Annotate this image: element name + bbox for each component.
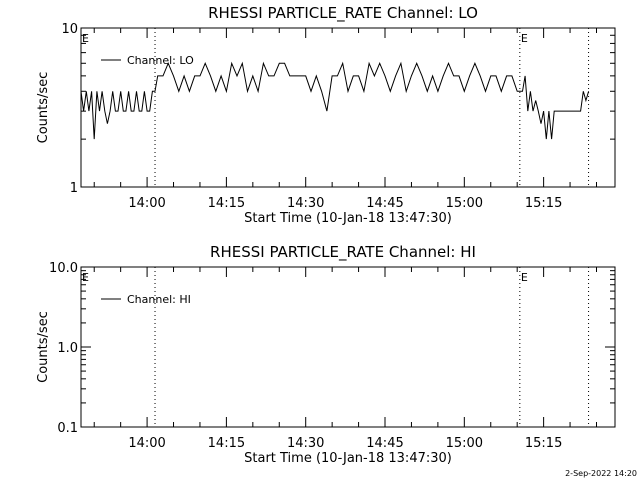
x-tick-label: 15:15 <box>525 196 562 211</box>
x-tick-label: 14:15 <box>208 436 245 451</box>
chart-panel-1: RHESSI PARTICLE_RATE Channel: LO 1 10 Count… <box>36 4 616 226</box>
x-axis-label: Start Time (10-Jan-18 13:47:30) <box>244 211 452 226</box>
chart-panel-2: RHESSI PARTICLE_RATE Channel: HI 0.1 1.0 10… <box>36 243 616 466</box>
x-tick-label: 15:15 <box>525 436 562 451</box>
x-tick-label: 14:45 <box>366 436 403 451</box>
legend-entry: Channel: HI <box>127 293 191 306</box>
x-tick-label: 14:30 <box>287 436 324 451</box>
plot-frame <box>80 266 616 428</box>
series-line-1 <box>80 61 590 140</box>
x-tick-label: 14:15 <box>208 196 245 211</box>
event-marker-label: E <box>521 32 528 45</box>
x-tick-label: 15:00 <box>446 196 483 211</box>
y-axis-label: Counts/sec <box>36 311 51 383</box>
x-tick-label: 14:00 <box>128 436 165 451</box>
x-tick-label: 14:00 <box>128 196 165 211</box>
event-marker-label: E <box>521 271 528 284</box>
y-tick-label: 10 <box>61 22 78 37</box>
x-tick-label: 14:30 <box>287 196 324 211</box>
x-axis-label: Start Time (10-Jan-18 13:47:30) <box>244 451 452 466</box>
event-marker-label: E <box>82 271 89 284</box>
y-tick-label: 0.1 <box>57 421 78 436</box>
y-axis-label: Counts/sec <box>36 72 51 144</box>
x-tick-label: 14:45 <box>366 196 403 211</box>
x-tick-label: 15:00 <box>446 436 483 451</box>
y-tick-label: 10.0 <box>49 261 78 276</box>
y-tick-label: 1 <box>70 181 78 196</box>
chart-title: RHESSI PARTICLE_RATE Channel: HI <box>210 243 476 262</box>
plot-frame <box>80 27 616 188</box>
y-tick-label: 1.0 <box>57 341 78 356</box>
chart-title: RHESSI PARTICLE_RATE Channel: LO <box>208 4 478 23</box>
footer-timestamp: 2-Sep-2022 14:20 <box>565 469 637 478</box>
event-marker-label: E <box>82 32 89 45</box>
legend-entry: Channel: LO <box>127 54 194 67</box>
